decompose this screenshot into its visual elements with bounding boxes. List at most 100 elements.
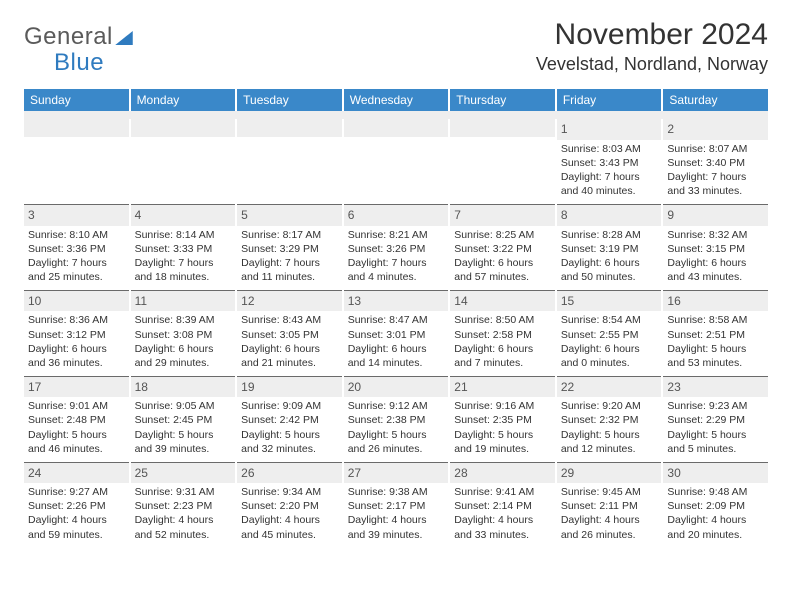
day-number: 3 xyxy=(24,205,129,225)
weekday-header: Sunday xyxy=(24,89,129,111)
day-info: Sunrise: 8:07 AMSunset: 3:40 PMDaylight:… xyxy=(665,142,766,199)
day-number: 14 xyxy=(450,291,555,311)
day-number: 26 xyxy=(237,463,342,483)
day-info: Sunrise: 8:28 AMSunset: 3:19 PMDaylight:… xyxy=(559,228,660,285)
day-number: 16 xyxy=(663,291,768,311)
calendar-blank-cell xyxy=(237,119,342,204)
calendar-day-cell: 12Sunrise: 8:43 AMSunset: 3:05 PMDayligh… xyxy=(237,290,342,376)
day-info: Sunrise: 9:20 AMSunset: 2:32 PMDaylight:… xyxy=(559,399,660,456)
day-info: Sunrise: 9:16 AMSunset: 2:35 PMDaylight:… xyxy=(452,399,553,456)
calendar-day-cell: 28Sunrise: 9:41 AMSunset: 2:14 PMDayligh… xyxy=(450,462,555,548)
day-info: Sunrise: 8:17 AMSunset: 3:29 PMDaylight:… xyxy=(239,228,340,285)
calendar-day-cell: 18Sunrise: 9:05 AMSunset: 2:45 PMDayligh… xyxy=(131,376,236,462)
calendar-day-cell: 24Sunrise: 9:27 AMSunset: 2:26 PMDayligh… xyxy=(24,462,129,548)
calendar-blank-cell xyxy=(450,119,555,204)
brand-part2: Blue xyxy=(54,49,104,76)
day-info: Sunrise: 8:47 AMSunset: 3:01 PMDaylight:… xyxy=(346,313,447,370)
day-number: 24 xyxy=(24,463,129,483)
day-info: Sunrise: 9:12 AMSunset: 2:38 PMDaylight:… xyxy=(346,399,447,456)
day-number: 28 xyxy=(450,463,555,483)
calendar-day-cell: 15Sunrise: 8:54 AMSunset: 2:55 PMDayligh… xyxy=(557,290,662,376)
day-number: 30 xyxy=(663,463,768,483)
day-info: Sunrise: 9:48 AMSunset: 2:09 PMDaylight:… xyxy=(665,485,766,542)
day-info: Sunrise: 8:21 AMSunset: 3:26 PMDaylight:… xyxy=(346,228,447,285)
calendar-day-cell: 7Sunrise: 8:25 AMSunset: 3:22 PMDaylight… xyxy=(450,204,555,290)
calendar-blank-cell xyxy=(344,119,449,204)
header: GeneralBlue November 2024 Vevelstad, Nor… xyxy=(24,18,768,75)
day-number: 15 xyxy=(557,291,662,311)
day-number: 27 xyxy=(344,463,449,483)
day-number: 13 xyxy=(344,291,449,311)
weekday-header: Monday xyxy=(131,89,236,111)
brand-logo: GeneralBlue xyxy=(24,18,133,75)
day-number: 25 xyxy=(131,463,236,483)
day-number: 10 xyxy=(24,291,129,311)
day-info: Sunrise: 9:27 AMSunset: 2:26 PMDaylight:… xyxy=(26,485,127,542)
day-info: Sunrise: 9:41 AMSunset: 2:14 PMDaylight:… xyxy=(452,485,553,542)
day-info: Sunrise: 9:09 AMSunset: 2:42 PMDaylight:… xyxy=(239,399,340,456)
day-number: 4 xyxy=(131,205,236,225)
calendar-day-cell: 14Sunrise: 8:50 AMSunset: 2:58 PMDayligh… xyxy=(450,290,555,376)
day-info: Sunrise: 9:05 AMSunset: 2:45 PMDaylight:… xyxy=(133,399,234,456)
weekday-header: Saturday xyxy=(663,89,768,111)
day-info: Sunrise: 8:14 AMSunset: 3:33 PMDaylight:… xyxy=(133,228,234,285)
day-number: 2 xyxy=(663,119,768,139)
header-spacer xyxy=(24,111,768,119)
day-number: 5 xyxy=(237,205,342,225)
title-block: November 2024 Vevelstad, Nordland, Norwa… xyxy=(536,18,768,75)
calendar-day-cell: 23Sunrise: 9:23 AMSunset: 2:29 PMDayligh… xyxy=(663,376,768,462)
day-number: 17 xyxy=(24,377,129,397)
day-info: Sunrise: 8:25 AMSunset: 3:22 PMDaylight:… xyxy=(452,228,553,285)
day-info: Sunrise: 8:36 AMSunset: 3:12 PMDaylight:… xyxy=(26,313,127,370)
location-text: Vevelstad, Nordland, Norway xyxy=(536,54,768,75)
day-info: Sunrise: 8:10 AMSunset: 3:36 PMDaylight:… xyxy=(26,228,127,285)
calendar-day-cell: 9 Sunrise: 8:32 AMSunset: 3:15 PMDaylight… xyxy=(663,204,768,290)
page-title: November 2024 xyxy=(536,18,768,52)
day-number: 19 xyxy=(237,377,342,397)
weekday-header: Wednesday xyxy=(344,89,449,111)
calendar-day-cell: 4 Sunrise: 8:14 AMSunset: 3:33 PMDaylight… xyxy=(131,204,236,290)
calendar-day-cell: 20Sunrise: 9:12 AMSunset: 2:38 PMDayligh… xyxy=(344,376,449,462)
day-number: 29 xyxy=(557,463,662,483)
day-number: 11 xyxy=(131,291,236,311)
day-info: Sunrise: 8:32 AMSunset: 3:15 PMDaylight:… xyxy=(665,228,766,285)
day-info: Sunrise: 8:43 AMSunset: 3:05 PMDaylight:… xyxy=(239,313,340,370)
day-number: 22 xyxy=(557,377,662,397)
calendar-day-cell: 29Sunrise: 9:45 AMSunset: 2:11 PMDayligh… xyxy=(557,462,662,548)
calendar-day-cell: 2 Sunrise: 8:07 AMSunset: 3:40 PMDaylight… xyxy=(663,119,768,204)
day-number: 8 xyxy=(557,205,662,225)
day-number: 6 xyxy=(344,205,449,225)
calendar-day-cell: 19Sunrise: 9:09 AMSunset: 2:42 PMDayligh… xyxy=(237,376,342,462)
calendar-day-cell: 6 Sunrise: 8:21 AMSunset: 3:26 PMDaylight… xyxy=(344,204,449,290)
day-info: Sunrise: 8:39 AMSunset: 3:08 PMDaylight:… xyxy=(133,313,234,370)
day-info: Sunrise: 9:45 AMSunset: 2:11 PMDaylight:… xyxy=(559,485,660,542)
day-info: Sunrise: 9:34 AMSunset: 2:20 PMDaylight:… xyxy=(239,485,340,542)
day-info: Sunrise: 9:01 AMSunset: 2:48 PMDaylight:… xyxy=(26,399,127,456)
day-number: 23 xyxy=(663,377,768,397)
day-info: Sunrise: 9:38 AMSunset: 2:17 PMDaylight:… xyxy=(346,485,447,542)
calendar-day-cell: 5 Sunrise: 8:17 AMSunset: 3:29 PMDaylight… xyxy=(237,204,342,290)
day-info: Sunrise: 8:50 AMSunset: 2:58 PMDaylight:… xyxy=(452,313,553,370)
weekday-header: Thursday xyxy=(450,89,555,111)
brand-part1: General xyxy=(24,23,113,50)
weekday-header: Tuesday xyxy=(237,89,342,111)
calendar-day-cell: 27Sunrise: 9:38 AMSunset: 2:17 PMDayligh… xyxy=(344,462,449,548)
calendar-day-cell: 16Sunrise: 8:58 AMSunset: 2:51 PMDayligh… xyxy=(663,290,768,376)
day-number: 20 xyxy=(344,377,449,397)
calendar-day-cell: 1Sunrise: 8:03 AMSunset: 3:43 PMDaylight… xyxy=(557,119,662,204)
calendar-day-cell: 21Sunrise: 9:16 AMSunset: 2:35 PMDayligh… xyxy=(450,376,555,462)
calendar-day-cell: 30Sunrise: 9:48 AMSunset: 2:09 PMDayligh… xyxy=(663,462,768,548)
calendar-day-cell: 22Sunrise: 9:20 AMSunset: 2:32 PMDayligh… xyxy=(557,376,662,462)
day-info: Sunrise: 8:54 AMSunset: 2:55 PMDaylight:… xyxy=(559,313,660,370)
day-number: 1 xyxy=(557,119,662,139)
calendar-blank-cell xyxy=(24,119,129,204)
calendar-day-cell: 25Sunrise: 9:31 AMSunset: 2:23 PMDayligh… xyxy=(131,462,236,548)
calendar-day-cell: 3 Sunrise: 8:10 AMSunset: 3:36 PMDaylight… xyxy=(24,204,129,290)
triangle-icon xyxy=(115,25,133,50)
calendar-day-cell: 13Sunrise: 8:47 AMSunset: 3:01 PMDayligh… xyxy=(344,290,449,376)
day-number: 9 xyxy=(663,205,768,225)
calendar-day-cell: 17Sunrise: 9:01 AMSunset: 2:48 PMDayligh… xyxy=(24,376,129,462)
weekday-header: Friday xyxy=(557,89,662,111)
day-number: 12 xyxy=(237,291,342,311)
day-number: 21 xyxy=(450,377,555,397)
